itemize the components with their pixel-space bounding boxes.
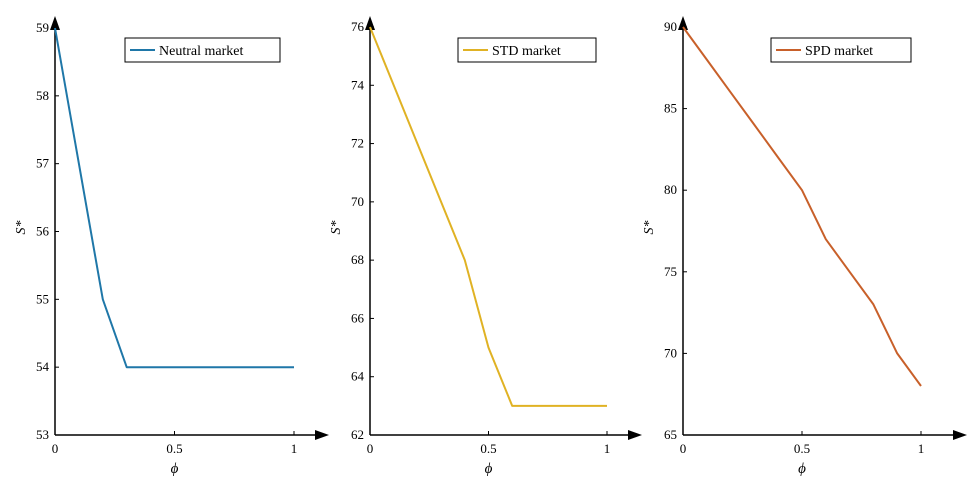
y-axis-label: S* [329, 221, 344, 235]
x-tick-label: 1 [291, 441, 298, 456]
y-tick-label: 74 [351, 77, 365, 92]
chart-panel-1: 53 54 55 56 57 58 59 0 0.5 1 ϕ S* Neutral market [14, 16, 329, 477]
x-tick-label: 0.5 [480, 441, 496, 456]
y-tick-label: 57 [36, 156, 50, 171]
legend: Neutral market [124, 37, 281, 63]
x-axis-label: ϕ [485, 461, 493, 477]
y-tick-label: 76 [351, 19, 365, 34]
y-tick-label: 70 [351, 194, 364, 209]
y-tick-label: 62 [351, 427, 364, 442]
y-tick-label: 85 [664, 101, 677, 116]
x-tick-label: 0 [680, 441, 687, 456]
chart-panel-2: 62 64 66 68 70 72 74 76 0 0.5 1 ϕ S* STD market [329, 16, 642, 477]
y-tick-label: 68 [351, 252, 364, 267]
y-tick-label: 59 [36, 20, 49, 35]
y-tick-label: 75 [664, 264, 677, 279]
y-tick-label: 90 [664, 19, 677, 34]
y-axis-arrow [50, 16, 60, 30]
y-axis-label: S* [14, 221, 29, 235]
series-line [54, 27, 294, 369]
y-tick-label: 56 [36, 224, 50, 239]
x-axis-label: ϕ [798, 461, 806, 477]
y-tick-label: 55 [36, 291, 49, 306]
y-tick-label: 53 [36, 427, 49, 442]
y-tick-label: 65 [664, 427, 677, 442]
x-tick-label: 1 [918, 441, 925, 456]
y-tick-label: 58 [36, 88, 49, 103]
series-line [682, 26, 922, 387]
chart-panel-3: 65 70 75 80 85 90 0 0.5 1 ϕ S* SPD market [642, 16, 967, 477]
x-axis-arrow [953, 430, 967, 440]
legend-label: Neutral market [159, 44, 243, 59]
x-tick-label: 0 [367, 441, 374, 456]
x-tick-label: 0.5 [794, 441, 810, 456]
y-tick-label: 72 [351, 136, 364, 151]
x-tick-label: 0 [52, 441, 59, 456]
y-tick-label: 54 [36, 359, 50, 374]
x-axis-arrow [315, 430, 329, 440]
y-tick-label: 66 [351, 310, 365, 325]
x-tick-label: 0.5 [166, 441, 182, 456]
y-tick-label: 64 [351, 369, 365, 384]
y-tick-label: 80 [664, 182, 677, 197]
x-axis-arrow [628, 430, 642, 440]
series-line [369, 26, 607, 407]
y-tick-label: 70 [664, 345, 677, 360]
legend: SPD market [770, 37, 912, 63]
x-tick-label: 1 [604, 441, 611, 456]
legend-label: SPD market [805, 44, 873, 59]
legend: STD market [457, 37, 597, 63]
x-axis-label: ϕ [171, 461, 179, 477]
legend-label: STD market [492, 44, 561, 59]
y-axis-label: S* [642, 221, 657, 235]
